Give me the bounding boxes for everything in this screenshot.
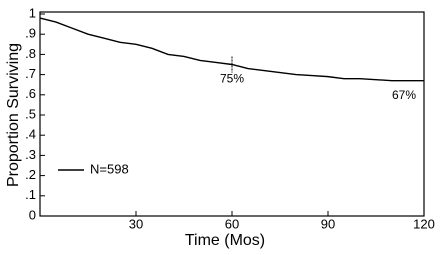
y-axis-label: Proportion Surviving	[5, 43, 22, 187]
x-tick-label: 30	[129, 216, 143, 231]
x-axis-label: Time (Mos)	[185, 232, 265, 249]
y-tick-label: .2	[25, 167, 36, 182]
y-tick-label: .3	[25, 147, 36, 162]
x-tick-label: 60	[225, 216, 239, 231]
y-tick-label: .7	[25, 66, 36, 81]
x-tick-label: 90	[321, 216, 335, 231]
y-tick-label: 0	[29, 207, 36, 222]
annotation-label: 75%	[220, 72, 244, 86]
y-tick-label: .5	[25, 106, 36, 121]
y-tick-label: .9	[25, 26, 36, 41]
annotation-label: 67%	[392, 88, 416, 102]
y-tick-label: .8	[25, 46, 36, 61]
legend-label: N=598	[90, 161, 129, 176]
plot-frame	[39, 11, 425, 217]
y-tick-label: .6	[25, 86, 36, 101]
y-tick-label: 1	[29, 5, 36, 20]
x-tick-label: 120	[413, 216, 435, 231]
y-tick-label: .4	[25, 127, 36, 142]
y-tick-label: .1	[25, 187, 36, 202]
